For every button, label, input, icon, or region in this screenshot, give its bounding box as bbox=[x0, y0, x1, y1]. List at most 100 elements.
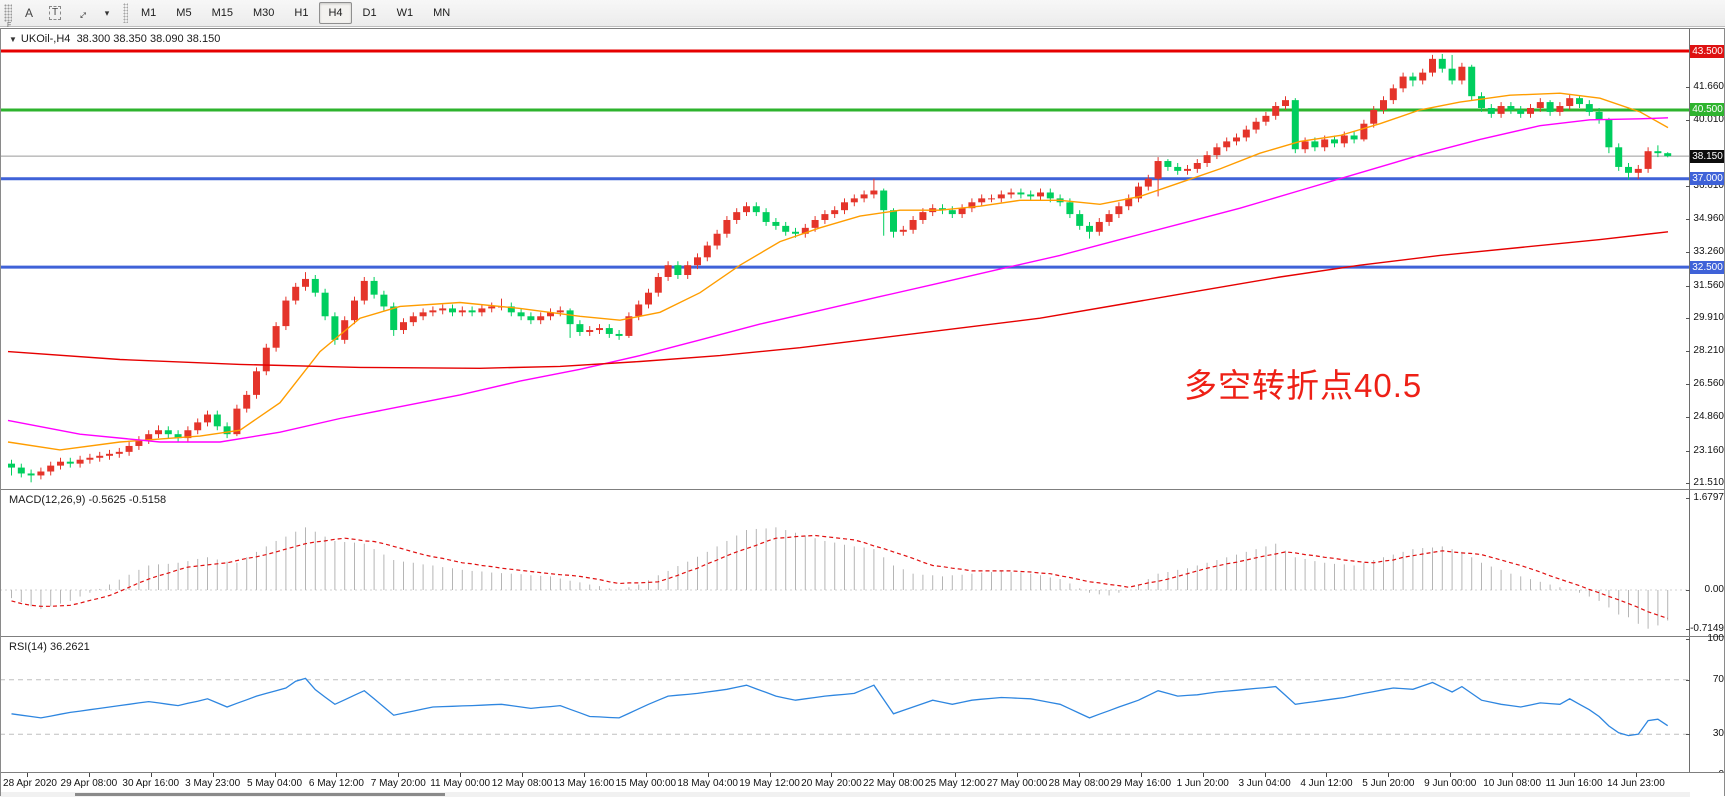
candle-body bbox=[272, 326, 280, 348]
timeframe-button-W1[interactable]: W1 bbox=[396, 7, 414, 19]
chart-text-annotation[interactable]: 多空转折点40.5 bbox=[1184, 367, 1423, 404]
timeframe-button-M30[interactable]: M30 bbox=[252, 7, 275, 19]
timeframe-button-D1[interactable]: D1 bbox=[362, 7, 377, 19]
candle-body bbox=[1595, 111, 1603, 120]
candle-body bbox=[586, 330, 594, 332]
candle-body bbox=[1438, 58, 1446, 69]
timeframe-button-M5[interactable]: M5 bbox=[176, 7, 192, 19]
collapse-chevron-icon[interactable]: ▼ bbox=[9, 35, 17, 44]
window-left-border bbox=[0, 28, 1, 796]
candle-body bbox=[321, 292, 329, 317]
candle-body bbox=[556, 310, 564, 313]
timeframe-button-group: M1 M5 M15 M30 H1 H4 D1 W1 MN bbox=[131, 2, 460, 24]
candle-body bbox=[801, 227, 809, 234]
candle-body bbox=[1350, 135, 1358, 140]
candle-body bbox=[341, 320, 349, 340]
candle-body bbox=[596, 328, 603, 331]
axis-tick-label: 23.160 bbox=[1693, 444, 1724, 456]
candle-body bbox=[1193, 163, 1201, 169]
price-badge: 37.000 bbox=[1690, 172, 1725, 186]
candle-body bbox=[1164, 161, 1172, 167]
candle-body bbox=[625, 316, 633, 336]
candle-body bbox=[1125, 198, 1133, 207]
time-axis-label: 20 May 20:00 bbox=[801, 778, 862, 789]
chart-symbol-header[interactable]: ▼ UKOil-,H4 38.300 38.350 38.090 38.150 bbox=[9, 33, 220, 45]
candle-body bbox=[468, 310, 476, 313]
candle-body bbox=[1517, 109, 1525, 114]
candle-body bbox=[939, 208, 946, 211]
time-axis-label: 12 May 08:00 bbox=[491, 778, 553, 789]
candle-body bbox=[841, 202, 848, 211]
axis-tick-mark bbox=[1686, 734, 1690, 736]
candle-body bbox=[135, 440, 143, 446]
time-axis-label: 11 Jun 16:00 bbox=[1545, 778, 1603, 789]
axis-tick-label: 70 bbox=[1712, 673, 1724, 685]
candle-body bbox=[66, 461, 74, 464]
drag-handle-f-label: F bbox=[7, 22, 12, 29]
candlestick-chart[interactable] bbox=[0, 29, 1690, 489]
candle-body bbox=[1213, 147, 1221, 156]
candle-body bbox=[1282, 100, 1289, 107]
candle-body bbox=[1066, 202, 1074, 215]
time-axis-label: 14 Jun 23:00 bbox=[1606, 778, 1665, 789]
candle-body bbox=[311, 278, 319, 293]
candle-body bbox=[282, 300, 290, 327]
time-tick-mark bbox=[1635, 773, 1637, 777]
time-tick-mark bbox=[212, 773, 214, 777]
time-tick-mark bbox=[1264, 773, 1266, 777]
candle-body bbox=[1115, 206, 1123, 215]
timeframe-button-M15[interactable]: M15 bbox=[211, 7, 233, 19]
axis-tick-label: 0.00 bbox=[1704, 584, 1724, 595]
candle-body bbox=[253, 371, 260, 395]
dropdown-caret-icon[interactable]: ▾ bbox=[104, 7, 110, 18]
candle-body bbox=[1223, 141, 1231, 148]
time-tick-mark bbox=[1450, 773, 1452, 777]
time-axis-label: 1 Jun 20:00 bbox=[1176, 778, 1229, 789]
axis-tick-label: 28.210 bbox=[1693, 345, 1724, 357]
scrollbar-thumb[interactable] bbox=[75, 793, 445, 796]
time-axis-label: 15 May 00:00 bbox=[615, 778, 677, 789]
candle-body bbox=[1576, 98, 1583, 105]
timeframe-button-H1[interactable]: H1 bbox=[294, 7, 309, 19]
axis-tick-mark bbox=[1686, 450, 1690, 452]
axis-tick-label: 100 bbox=[1707, 633, 1724, 644]
timeframe-button-H4[interactable]: H4 bbox=[319, 2, 352, 24]
toolbar-drag-handle[interactable]: F bbox=[3, 4, 16, 29]
time-tick-mark bbox=[88, 773, 90, 777]
price-badge: 32.500 bbox=[1690, 260, 1725, 274]
candle-body bbox=[1291, 100, 1299, 150]
macd-indicator-panel: MACD(12,26,9) -0.5625 -0.5158 1.6797 0.00… bbox=[0, 489, 1725, 636]
time-tick-mark bbox=[1078, 773, 1080, 777]
diagonal-arrows-icon[interactable]: ↔ bbox=[71, 3, 91, 23]
time-tick-mark bbox=[1140, 773, 1142, 777]
macd-label: MACD(12,26,9) -0.5625 -0.5158 bbox=[9, 494, 167, 506]
time-axis-label: 10 Jun 08:00 bbox=[1483, 778, 1542, 789]
time-tick-mark bbox=[893, 773, 895, 777]
ma-fast-moving-average-line bbox=[7, 92, 1669, 451]
price-chart-panel: ▼ UKOil-,H4 38.300 38.350 38.090 38.150 多… bbox=[0, 28, 1725, 489]
candle-body bbox=[174, 434, 182, 439]
candle-body bbox=[1536, 102, 1544, 108]
timeframe-button-M1[interactable]: M1 bbox=[141, 7, 157, 19]
candle-body bbox=[1448, 68, 1456, 81]
macd-chart[interactable] bbox=[0, 490, 1690, 636]
candle-body bbox=[1233, 137, 1240, 142]
rsi-label: RSI(14) 36.2621 bbox=[9, 641, 90, 653]
time-axis-label: 5 May 04:00 bbox=[246, 778, 303, 789]
candle-body bbox=[1262, 115, 1270, 122]
axis-tick-mark bbox=[1686, 639, 1690, 640]
time-axis-label: 4 Jun 12:00 bbox=[1300, 778, 1353, 789]
candle-body bbox=[870, 190, 878, 195]
candle-body bbox=[703, 245, 711, 258]
candle-body bbox=[576, 324, 584, 332]
horizontal-scrollbar[interactable] bbox=[0, 792, 1690, 797]
candle-body bbox=[17, 467, 25, 474]
text-label-icon[interactable]: T bbox=[43, 2, 67, 25]
axis-tick-mark bbox=[1686, 417, 1690, 419]
rsi-axis: 10070300 bbox=[1686, 633, 1725, 780]
rsi-chart[interactable] bbox=[0, 637, 1690, 772]
candle-body bbox=[958, 208, 966, 215]
time-tick-mark bbox=[831, 773, 833, 777]
timeframe-button-MN[interactable]: MN bbox=[433, 7, 451, 19]
font-a-icon[interactable]: A bbox=[24, 6, 33, 20]
